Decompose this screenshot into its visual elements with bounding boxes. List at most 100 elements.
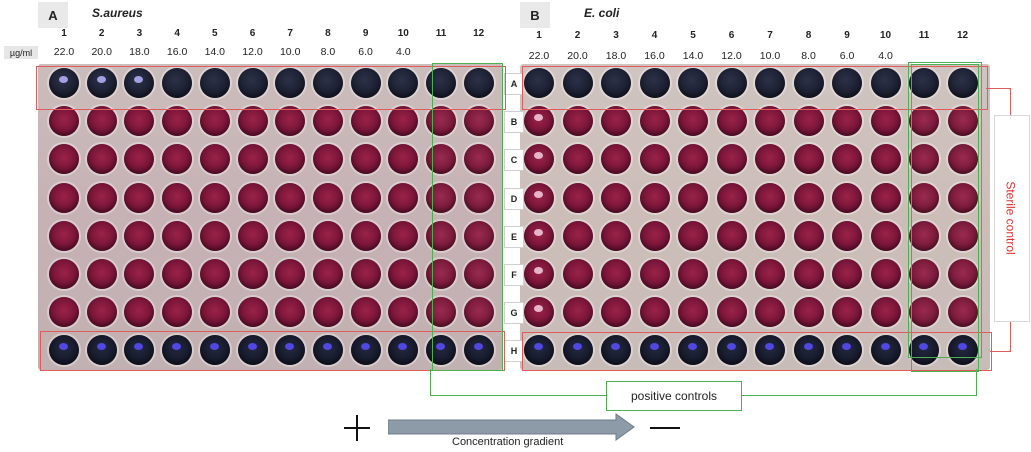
well [124, 297, 155, 327]
well [716, 221, 747, 251]
well [947, 259, 978, 289]
positive-bracket-bottom-left [430, 395, 606, 396]
concentration-value: 14.0 [682, 50, 704, 62]
well [388, 297, 419, 327]
well [755, 335, 785, 365]
well-highlight [96, 343, 106, 350]
well [275, 221, 306, 251]
column-number: 2 [98, 28, 105, 39]
concentration-value: 4.0 [395, 46, 411, 58]
concentration-value: 8.0 [320, 46, 336, 58]
well [639, 335, 670, 365]
well [350, 335, 381, 365]
well [199, 106, 230, 136]
well [49, 106, 79, 136]
concentration-value: 14.0 [204, 46, 226, 58]
well [755, 183, 785, 213]
well [237, 221, 268, 251]
well [388, 335, 419, 365]
well [755, 68, 785, 98]
well [678, 144, 708, 174]
well [199, 221, 230, 251]
well [237, 335, 268, 365]
well [275, 259, 306, 289]
well [755, 106, 785, 136]
well [162, 335, 193, 365]
well [562, 335, 593, 365]
column-number: 1 [61, 28, 67, 39]
well-highlight [649, 343, 659, 350]
well [909, 335, 939, 365]
positive-bracket-bottom-right [740, 395, 976, 396]
well [388, 221, 419, 251]
well [678, 106, 708, 136]
column-number: 6 [249, 28, 256, 39]
well-highlight [322, 343, 332, 350]
well [639, 221, 670, 251]
concentration-value: 16.0 [166, 46, 188, 58]
row-label: H [504, 340, 524, 362]
well [793, 68, 824, 98]
well [275, 297, 306, 327]
well [350, 221, 381, 251]
well [49, 183, 79, 213]
concentration-value: 12.0 [242, 46, 263, 58]
well-highlight [96, 76, 106, 83]
well [426, 297, 456, 327]
well [639, 68, 670, 98]
well [237, 144, 268, 174]
row-label: D [504, 188, 524, 210]
well-highlight [285, 343, 295, 350]
well [601, 183, 631, 213]
well [832, 144, 862, 174]
well [237, 259, 268, 289]
well [793, 183, 824, 213]
well [275, 335, 306, 365]
well [463, 297, 494, 327]
column-number: 9 [362, 28, 369, 39]
well [947, 144, 978, 174]
well [463, 144, 494, 174]
well [86, 297, 117, 327]
well [601, 68, 631, 98]
well [524, 68, 554, 98]
concentration-value: 22.0 [528, 50, 550, 62]
concentration-value: 22.0 [53, 46, 75, 58]
well [524, 297, 554, 327]
well [870, 221, 901, 251]
well [350, 259, 381, 289]
concentration-gradient-label: Concentration gradient [452, 436, 564, 448]
gradient-arrow-icon [388, 413, 635, 441]
well [463, 106, 494, 136]
concentration-value: 8.0 [801, 50, 816, 62]
well [275, 183, 306, 213]
well [832, 106, 862, 136]
well [426, 106, 456, 136]
well [49, 68, 79, 98]
well-highlight [134, 343, 144, 350]
well [601, 335, 631, 365]
well-highlight [134, 76, 144, 83]
well [275, 68, 306, 98]
well [716, 335, 747, 365]
concentration-value: 18.0 [605, 50, 627, 62]
well [870, 297, 901, 327]
well-highlight [534, 152, 543, 159]
well-highlight [534, 267, 543, 274]
well [755, 221, 785, 251]
well [909, 106, 939, 136]
well [755, 297, 785, 327]
well [639, 183, 670, 213]
well [947, 68, 978, 98]
well-highlight [59, 343, 68, 350]
well-highlight [534, 305, 543, 312]
concentration-value: 10.0 [759, 50, 781, 62]
well [237, 183, 268, 213]
well-highlight [436, 343, 445, 350]
well [350, 106, 381, 136]
well [601, 144, 631, 174]
well [312, 297, 343, 327]
well [562, 68, 593, 98]
well [275, 144, 306, 174]
well [601, 106, 631, 136]
